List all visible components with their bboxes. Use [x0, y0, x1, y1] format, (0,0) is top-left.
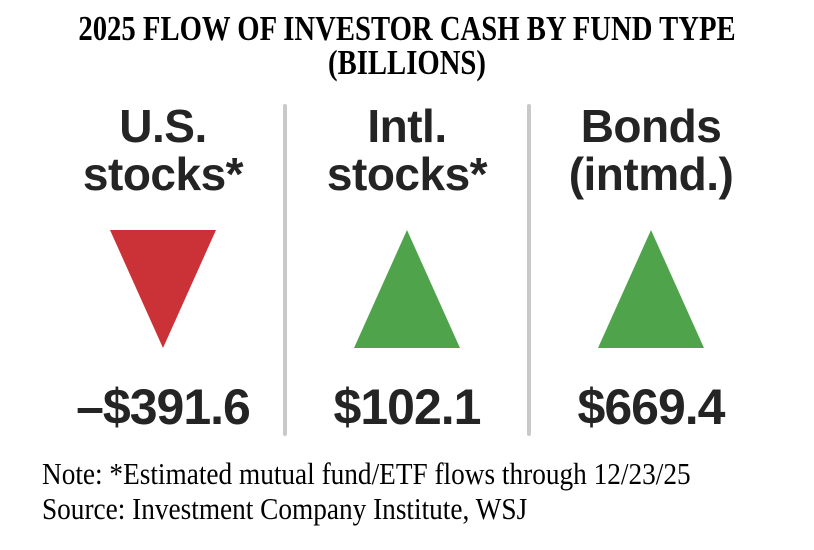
- column-header-line1: Bonds: [580, 100, 722, 152]
- chart-title-line1: 2025 FLOW OF INVESTOR CASH BY FUND TYPE: [78, 9, 736, 48]
- column-us-stocks: U.S. stocks* –$391.6: [43, 94, 283, 436]
- column-divider: [283, 104, 287, 436]
- column-intl-stocks: Intl. stocks* $102.1: [287, 94, 527, 436]
- up-triangle-icon: [598, 230, 704, 348]
- column-header-intl-stocks: Intl. stocks*: [326, 100, 488, 200]
- footer-notes: Note: *Estimated mutual fund/ETF flows t…: [42, 456, 814, 526]
- footnote: Note: *Estimated mutual fund/ETF flows t…: [42, 456, 691, 491]
- chart-title: 2025 FLOW OF INVESTOR CASH BY FUND TYPE …: [0, 0, 814, 80]
- down-triangle-icon: [110, 230, 216, 348]
- column-header-us-stocks: U.S. stocks*: [82, 100, 244, 200]
- column-header-bonds: Bonds (intmd.): [569, 102, 734, 198]
- flow-value-bonds: $669.4: [577, 379, 726, 435]
- column-divider: [527, 104, 531, 436]
- column-bonds: Bonds (intmd.) $669.4: [531, 94, 771, 436]
- column-header-line1: U.S.: [119, 100, 207, 152]
- up-triangle-icon: [354, 230, 460, 348]
- column-header-line2: (intmd.): [568, 148, 734, 200]
- chart-title-line2: (BILLIONS): [328, 43, 486, 82]
- fund-flow-board: U.S. stocks* –$391.6 Intl. stocks* $102.…: [43, 94, 771, 436]
- column-header-line2: stocks*: [82, 148, 244, 200]
- flow-value-us-stocks: –$391.6: [76, 379, 251, 435]
- column-header-line2: stocks*: [326, 148, 488, 200]
- flow-value-intl-stocks: $102.1: [333, 379, 482, 435]
- column-header-line1: Intl.: [367, 100, 447, 152]
- source-line: Source: Investment Company Institute, WS…: [42, 491, 528, 526]
